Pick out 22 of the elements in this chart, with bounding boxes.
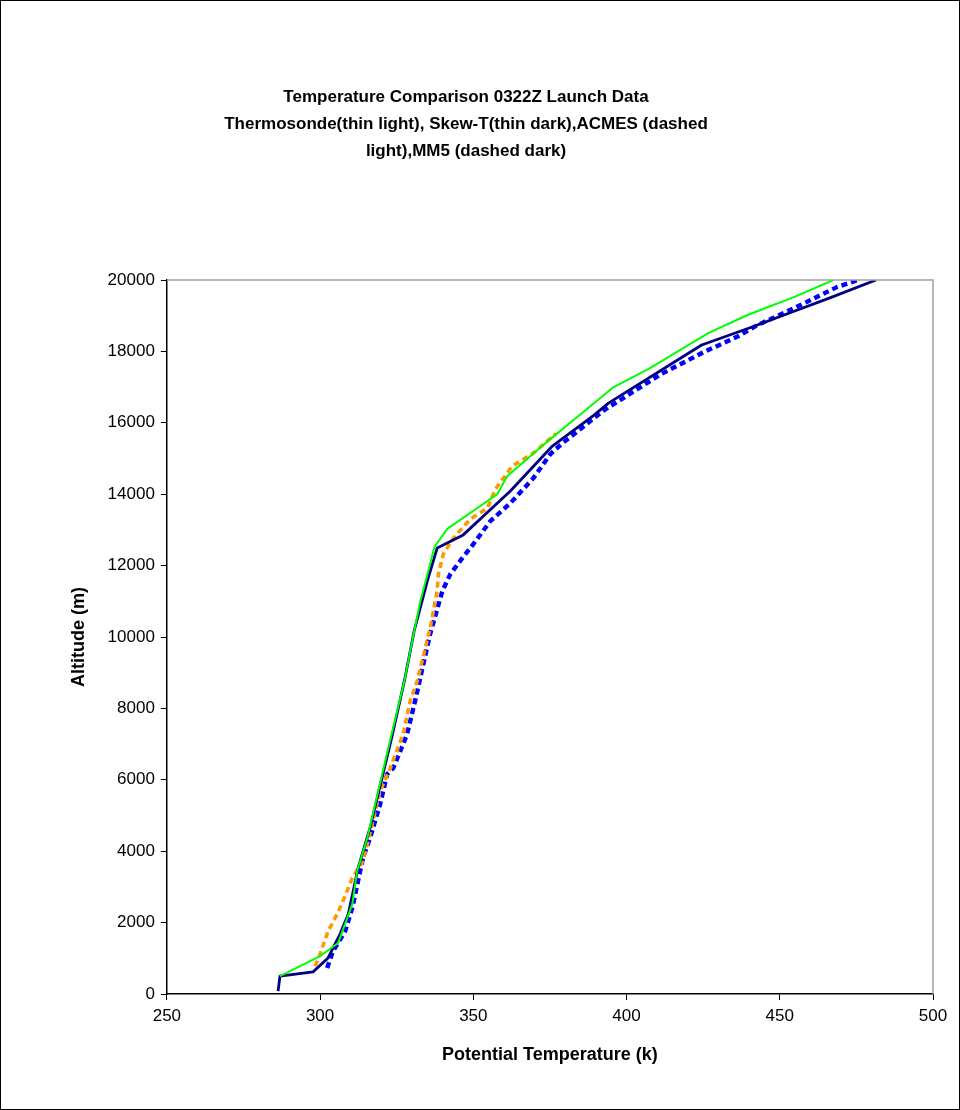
x-tick-label: 350 <box>459 1005 488 1025</box>
x-tick-label: 450 <box>765 1005 794 1025</box>
y-tick-label: 20000 <box>107 269 155 289</box>
y-tick-label: 18000 <box>107 341 155 361</box>
x-tick-label: 400 <box>612 1005 641 1025</box>
line-series <box>313 431 558 968</box>
x-tick-label: 300 <box>305 1005 335 1025</box>
y-tick-label: 0 <box>145 983 155 1003</box>
y-tick-label: 16000 <box>107 412 155 432</box>
y-tick-label: 10000 <box>107 626 155 646</box>
x-tick-label: 250 <box>152 1005 182 1025</box>
y-axis-title: Altitude (m) <box>67 587 88 687</box>
x-axis-title: Potential Temperature (k) <box>442 1044 658 1065</box>
y-tick-label: 12000 <box>107 555 155 575</box>
y-tick-label: 6000 <box>117 769 155 789</box>
y-tick-label: 8000 <box>117 698 155 718</box>
x-tick-label: 500 <box>918 1005 948 1025</box>
y-tick-label: 14000 <box>107 483 155 503</box>
y-tick-label: 2000 <box>117 912 155 932</box>
chart-title: Temperature Comparison 0322Z Launch Data <box>282 86 650 108</box>
y-tick-label: 4000 <box>117 840 155 860</box>
chart-subtitle: Thermosonde(thin light), Skew-T(thin dark),ACMES (dashed light),MM5 (dashed dark) <box>223 113 709 162</box>
